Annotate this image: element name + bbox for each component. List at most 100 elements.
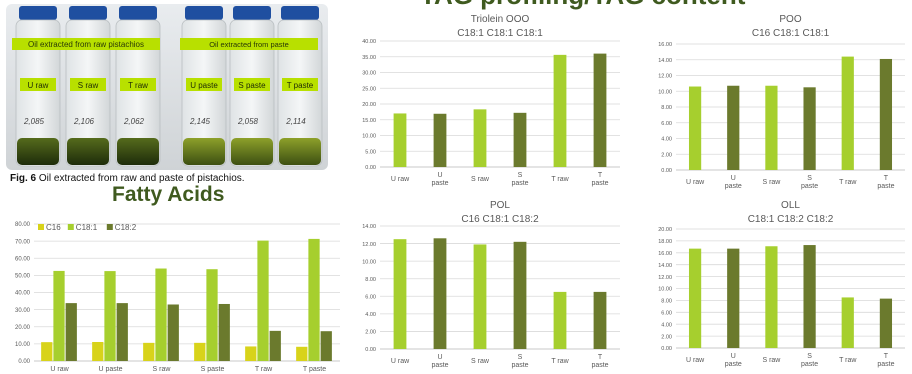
bar [553,291,567,349]
figure-caption-text: Oil extracted from raw and paste of pist… [36,173,245,184]
vial-label-band [20,78,56,91]
y-tick-label: 0.00 [18,359,30,365]
x-tick-label: paste [431,180,448,187]
y-tick-label: 80.00 [15,222,31,228]
vial-cap [281,6,319,20]
x-tick-label: S [518,172,523,179]
bar [803,87,816,170]
vial-handwritten-note: 2,145 [189,117,211,126]
x-tick-label: T paste [303,366,326,373]
paste-label-text: Oil extracted from paste [209,40,289,49]
y-tick-label: 14.00 [658,263,672,269]
x-tick-label: T raw [551,358,569,365]
x-tick-label: U raw [686,179,705,186]
x-tick-label: T raw [839,179,857,186]
y-tick-label: 20.00 [15,325,31,331]
vial-label: U paste [190,81,218,90]
raw-label-band [12,38,160,50]
x-tick-label: S raw [471,358,490,365]
vial-label-band [120,78,156,91]
vial-oil [279,138,321,165]
y-tick-label: 25.00 [362,86,376,92]
bar [841,297,854,348]
x-tick-label: U raw [50,366,69,373]
vial-cap [69,6,107,20]
chart-title: C18:1 C18:1 C18:1 [457,28,543,39]
x-tick-label: T [884,175,889,182]
vial-handwritten-note: 2,106 [73,117,95,126]
y-tick-label: 0.00 [661,168,672,174]
vial-cap [233,6,271,20]
x-tick-label: paste [591,362,608,369]
vial-cap [185,6,223,20]
bar [593,53,607,167]
x-tick-label: S [807,353,812,360]
fatty-acids-title: Fatty Acids [112,183,225,206]
chart-title: C18:1 C18:2 C18:2 [748,214,834,225]
bar [473,244,487,349]
x-tick-label: paste [877,183,894,190]
bar [473,109,487,167]
y-tick-label: 50.00 [15,274,31,280]
y-tick-label: 30.00 [15,308,31,314]
y-tick-label: 20.00 [362,102,376,108]
x-tick-label: S paste [201,366,225,373]
legend-label: C16 [46,223,61,232]
y-tick-label: 20.00 [658,227,672,233]
triolein-chart: Triolein OOO C18:1 C18:1 C18:1 0.00 5.00 10.… [362,14,620,187]
x-tick-label: paste [511,362,528,369]
x-tick-label: paste [725,183,742,190]
bar [727,248,740,348]
x-tick-label: paste [591,180,608,187]
y-tick-label: 6.00 [661,121,672,127]
x-tick-label: T raw [839,357,857,364]
bar-C181 [53,270,65,361]
bar-C182 [320,331,332,361]
y-tick-label: 14.00 [658,58,672,64]
y-tick-label: 4.00 [661,137,672,143]
legend-label: C18:1 [76,223,98,232]
bar-C182 [218,303,230,361]
x-tick-label: S raw [762,357,781,364]
poo-chart: POO C16 C18:1 C18:1 0.00 2.00 4.00 6.00 8.00 10… [658,14,905,190]
y-tick-label: 35.00 [362,55,376,61]
y-tick-label: 10.00 [362,134,376,140]
y-tick-label: 6.00 [365,294,376,300]
vial-label-band [282,78,318,91]
y-tick-label: 70.00 [15,239,31,245]
raw-label-text: Oil extracted from raw pistachios [28,40,144,49]
bar [553,54,567,167]
x-tick-label: T [884,353,889,360]
bar [513,241,527,349]
y-tick-label: 6.00 [661,311,672,317]
x-tick-label: paste [801,183,818,190]
y-tick-label: 2.00 [365,330,376,336]
oil-vials-photo: U raw 2,085 S raw 2,106 T raw 2,062 U paste 2,1… [6,4,328,170]
bar-C16 [296,346,308,361]
vial-handwritten-note: 2,058 [237,117,259,126]
bar [433,113,447,167]
y-tick-label: 2.00 [661,334,672,340]
bar-C181 [104,271,116,361]
x-tick-label: T [598,354,603,361]
y-tick-label: 10.00 [658,287,672,293]
y-tick-label: 40.00 [15,291,31,297]
bar [879,298,893,348]
bar-C16 [92,341,104,361]
y-tick-label: 12.00 [658,74,672,80]
bar-C182 [116,303,128,361]
y-tick-label: 14.00 [362,224,376,230]
y-tick-label: 15.00 [362,118,376,124]
x-tick-label: U [731,175,736,182]
bar-C16 [41,342,53,361]
y-tick-label: 2.00 [661,152,672,158]
fatty-acids-chart: 0.00 10.00 20.00 30.00 40.00 50.00 60.00 70.00 8… [15,222,340,373]
vial-oil [17,138,59,165]
bar-C16 [143,342,155,361]
y-tick-label: 16.00 [658,251,672,257]
legend-swatch [106,224,113,230]
x-tick-label: S raw [762,179,781,186]
y-tick-label: 0.00 [661,346,672,352]
vial-cap [119,6,157,20]
bar-C16 [245,346,257,361]
